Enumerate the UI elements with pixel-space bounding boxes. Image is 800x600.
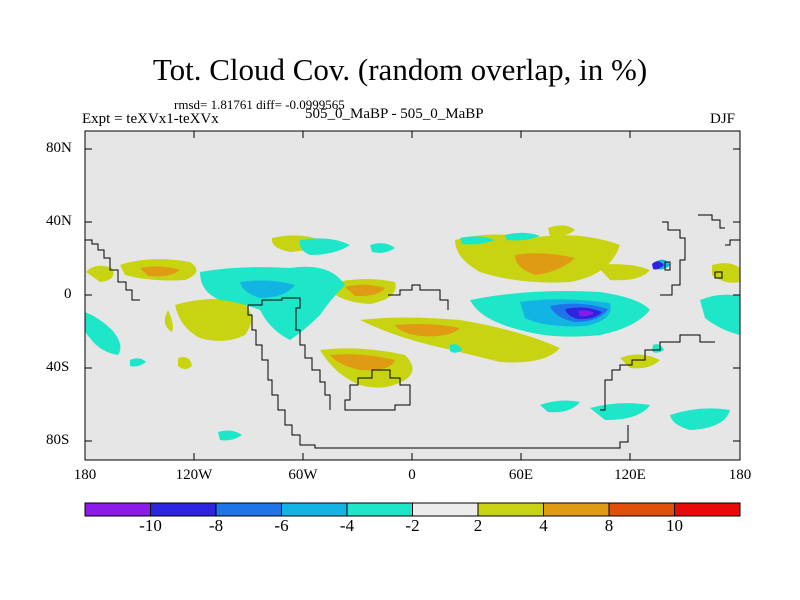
lon-label-0: 0 (408, 467, 416, 483)
coastline-island-1 (664, 261, 671, 271)
colorbar-label-m6: -6 (274, 516, 289, 535)
colorbar-box-6 (412, 502, 479, 517)
lat-label-80n: 80N (46, 140, 72, 156)
case-label: 505_0_MaBP - 505_0_MaBP (305, 106, 484, 122)
colorbar-box-1 (84, 502, 151, 517)
colorbar-label-m10: -10 (139, 516, 162, 535)
lat-label-40n: 40N (46, 213, 72, 229)
coastline-south-america-west (247, 305, 629, 449)
lon-label-120e: 120E (614, 467, 646, 483)
lon-label-120w: 120W (175, 467, 213, 483)
colorbar-box-5 (346, 502, 413, 517)
colorbar-box-7 (477, 502, 544, 517)
coastline-pacific-east (725, 239, 740, 246)
negative-anomaly-below-10 (578, 310, 594, 317)
coastline-australia (600, 334, 715, 411)
colorbar-box-9 (608, 502, 675, 517)
colorbar-label-4: 4 (539, 516, 548, 535)
colorbar-label-8: 8 (604, 516, 614, 535)
colorbar-label-m4: -4 (339, 516, 355, 535)
positive-anomaly-4to8 (140, 253, 575, 371)
stats-label: rmsd= 1.81761 diff= -0.0999565 (174, 97, 345, 112)
colorbar-label-m8: -8 (208, 516, 224, 535)
colorbar-label-2: 2 (473, 516, 483, 535)
colorbar (84, 502, 741, 517)
colorbar-box-8 (543, 502, 610, 517)
coastline-asia-east (660, 221, 686, 296)
coastline-layer (85, 214, 740, 449)
coastline-africa-south (344, 369, 411, 411)
lon-label-180e: 180 (728, 467, 752, 483)
colorbar-box-4 (281, 502, 348, 517)
colorbar-box-2 (150, 502, 217, 517)
season-label: DJF (710, 111, 736, 127)
experiment-label: Expt = teXVx1-teXVx (82, 111, 219, 127)
coastline-kamchatka (698, 214, 725, 229)
colorbar-box-10 (674, 502, 741, 517)
colorbar-label-m2: -2 (405, 516, 420, 535)
axis-ticks (85, 131, 740, 460)
lon-label-60w: 60W (288, 467, 318, 483)
coastline-island-2 (714, 271, 723, 279)
colorbar-label-10: 10 (666, 516, 683, 535)
lat-label-40s: 40S (46, 359, 70, 375)
lat-label-eq: 0 (64, 286, 72, 302)
lon-label-60e: 60E (508, 467, 534, 483)
coastline-north-america-west (85, 239, 140, 301)
lon-label-180w: 180 (73, 467, 97, 483)
plot-title: Tot. Cloud Cov. (random overlap, in %) (152, 52, 648, 87)
coastline-africa-west (388, 284, 449, 310)
contour-fill-layer (85, 225, 740, 441)
colorbar-box-3 (215, 502, 282, 517)
coastline-south-america (248, 297, 331, 410)
lat-label-80s: 80S (46, 432, 70, 448)
